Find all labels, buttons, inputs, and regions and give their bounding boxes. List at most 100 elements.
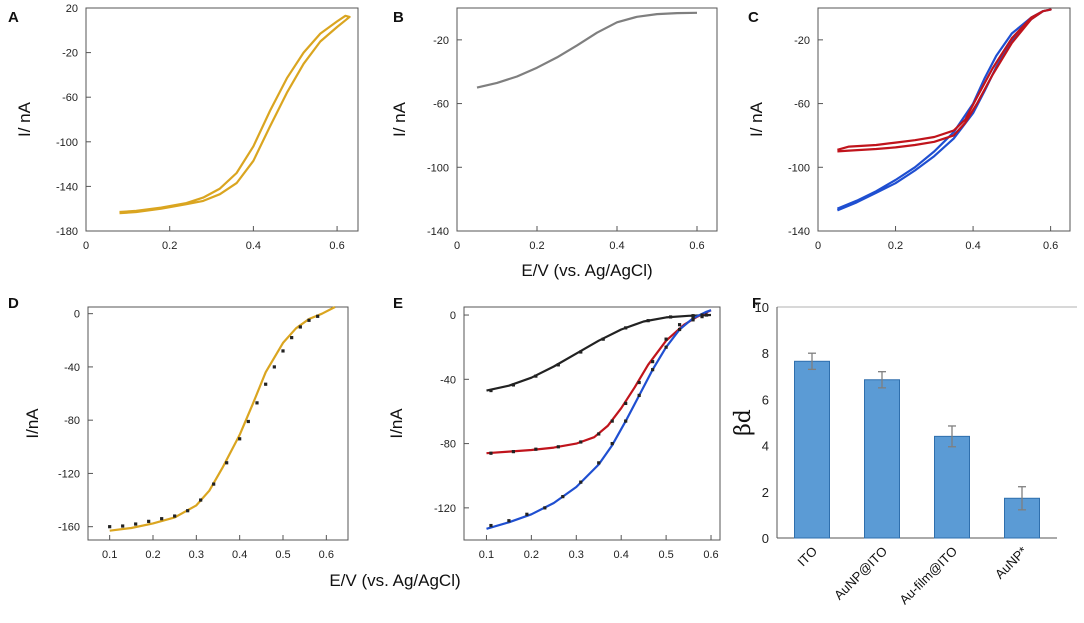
data-point-d-1-7	[199, 498, 203, 502]
plot-frame-d	[87, 306, 349, 541]
data-point-d-1-12	[255, 401, 259, 405]
y-axis-label: I/ nA	[747, 101, 766, 137]
y-tick-label: -20	[794, 35, 810, 47]
panel-label-b: B	[393, 9, 404, 26]
data-point-e-5-9	[637, 393, 641, 397]
data-point-e-3-10	[704, 313, 709, 317]
data-point-e-5-10	[651, 368, 655, 372]
data-point-d-1-9	[225, 461, 229, 465]
x-tick-label: 0.4	[965, 240, 980, 252]
x-tick-label: 0.2	[162, 240, 177, 252]
data-point-e-3-7	[646, 319, 650, 323]
y-tick-label: 4	[762, 439, 769, 454]
data-point-e-5-12	[677, 327, 682, 332]
y-tick-label: -140	[427, 226, 449, 238]
panel-e: 0.1 0.2 0.3 0.4 0.5 0.6 0 -40 -80 -120 I/nA	[387, 306, 721, 561]
data-point-e-4-0	[489, 451, 493, 455]
y-tick-label: -100	[427, 162, 449, 174]
panel-label-d: D	[8, 295, 19, 312]
data-point-e-5-5	[579, 480, 583, 484]
y-axis-label: βd	[731, 409, 756, 436]
data-point-e-3-9	[691, 314, 695, 318]
data-point-e-3-0	[489, 388, 493, 393]
x-tick-label: 0.3	[189, 549, 204, 561]
data-point-e-3-5	[601, 337, 605, 341]
y-tick-label: 2	[762, 485, 769, 500]
data-point-d-1-15	[281, 349, 285, 353]
panel-c: 0 0.2 0.4 0.6 -20 -60 -100 -140 I/ nA	[747, 7, 1071, 252]
y-tick-label: -40	[440, 374, 456, 386]
series-line-d-0	[109, 306, 336, 532]
data-point-d-1-0	[108, 525, 112, 529]
x-tick-label: 0.6	[689, 240, 704, 252]
panel-label-e: E	[393, 295, 403, 312]
plot-frame-e	[463, 306, 721, 541]
data-point-e-3-3	[556, 363, 560, 367]
x-tick-label: 0.5	[275, 549, 290, 561]
series-line-a-0	[119, 14, 351, 215]
data-point-e-5-0	[489, 523, 493, 528]
x-axis-label-d: E/V (vs. Ag/AgCl)	[329, 571, 460, 590]
data-point-d-1-2	[134, 522, 138, 526]
data-point-d-1-17	[298, 325, 302, 329]
data-point-d-1-5	[173, 514, 177, 518]
data-point-e-4-10	[664, 337, 668, 341]
plot-frame-c	[817, 7, 1071, 232]
x-tick-label: 0.2	[529, 240, 544, 252]
y-tick-label: -60	[433, 99, 449, 111]
data-point-e-4-4	[579, 440, 583, 444]
y-tick-label: -180	[56, 226, 78, 238]
x-tick-label: 0.2	[888, 240, 903, 252]
y-tick-label: -40	[64, 362, 80, 374]
data-point-d-1-8	[212, 482, 216, 486]
x-tick-label: 0.4	[246, 240, 261, 252]
x-tick-label: 0.3	[569, 549, 584, 561]
panel-b: 0 0.2 0.4 0.6 -20 -60 -100 -140 I/ nA	[390, 7, 718, 252]
y-tick-label: 20	[66, 3, 78, 15]
data-point-d-1-14	[272, 365, 276, 369]
data-point-e-4-6	[610, 419, 614, 423]
category-label-2: Au-film@ITO	[896, 544, 960, 608]
panel-f: 0 2 4 6 8 10 βd ITO AuNP@ITO Au-film@ITO AuNP*	[731, 300, 1077, 607]
data-point-e-4-9	[651, 360, 655, 364]
category-label-1: AuNP@ITO	[831, 544, 890, 603]
y-tick-label: 0	[74, 309, 80, 321]
data-point-e-5-3	[543, 506, 547, 510]
data-point-e-4-3	[556, 445, 560, 449]
data-point-d-1-13	[264, 382, 268, 386]
y-tick-label: 8	[762, 346, 769, 361]
data-point-d-1-6	[186, 509, 190, 513]
y-tick-label: -120	[434, 503, 456, 515]
y-tick-label: -60	[794, 99, 810, 111]
x-tick-label: 0	[454, 240, 460, 252]
category-label-0: ITO	[794, 544, 820, 570]
y-axis-label: I/ nA	[15, 101, 34, 137]
y-tick-label: -100	[788, 162, 810, 174]
bar-2	[934, 435, 970, 539]
y-tick-label: 0	[762, 531, 769, 546]
data-point-e-5-1	[507, 519, 511, 523]
series-line-c-1	[837, 8, 1052, 153]
data-point-e-5-8	[624, 419, 628, 423]
data-point-d-1-1	[121, 524, 125, 528]
panel-d: 0.1 0.2 0.3 0.4 0.5 0.6 0 -40 -80 -120 -160 I/nA	[23, 306, 349, 561]
x-tick-label: 0.4	[232, 549, 247, 561]
data-point-e-3-4	[579, 350, 583, 354]
y-axis-label: I/ nA	[390, 101, 409, 137]
series-line-e-2	[486, 309, 712, 530]
data-point-e-4-12	[691, 315, 695, 320]
bar-1	[864, 379, 900, 539]
y-axis-label: I/nA	[387, 408, 406, 439]
data-point-e-4-2	[534, 447, 538, 451]
y-tick-label: -80	[64, 415, 80, 427]
data-point-e-5-7	[610, 441, 614, 446]
data-point-e-5-6	[597, 461, 601, 465]
category-label-3: AuNP*	[992, 544, 1030, 582]
plot-frame-b	[456, 7, 718, 232]
y-tick-label: -20	[433, 35, 449, 47]
x-tick-label: 0.1	[479, 549, 494, 561]
data-point-e-4-11	[677, 323, 682, 327]
y-tick-label: -60	[62, 92, 78, 104]
y-tick-label: -120	[58, 468, 80, 480]
